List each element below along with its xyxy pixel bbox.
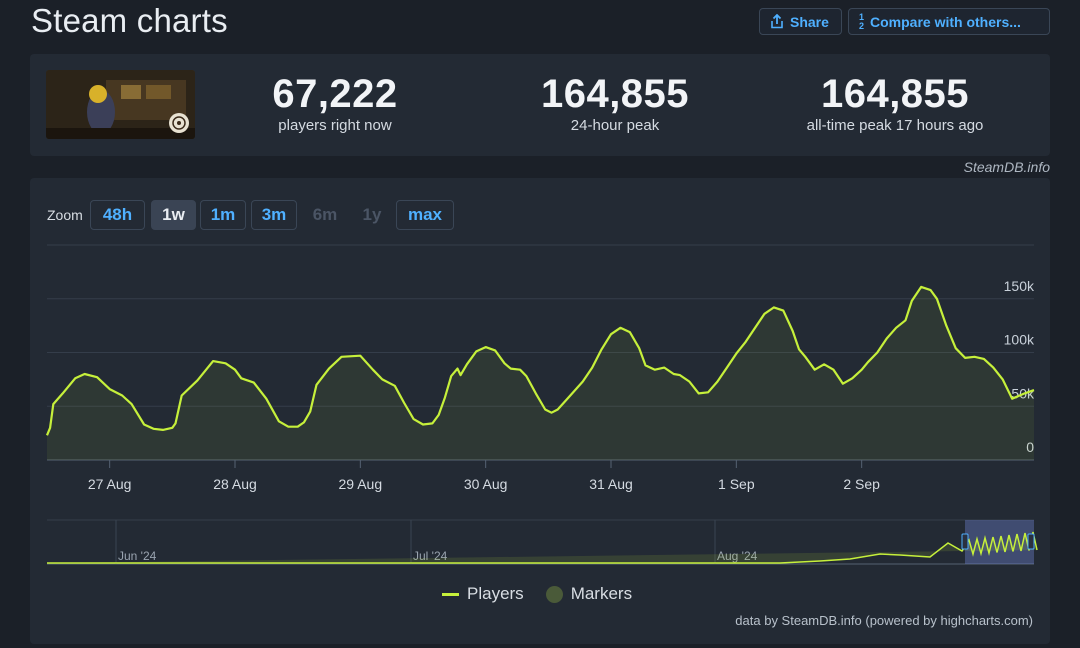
zoom-1w-button[interactable]: 1w bbox=[151, 200, 196, 230]
chart-legend: Players Markers bbox=[442, 584, 632, 604]
compare-label: Compare with others... bbox=[870, 13, 1021, 30]
stats-panel: 67,222 players right now 164,855 24-hour… bbox=[30, 54, 1050, 156]
current-players-value: 67,222 bbox=[272, 72, 398, 116]
chart-panel bbox=[30, 178, 1050, 644]
players-line-icon bbox=[442, 592, 459, 596]
page-title: Steam charts bbox=[31, 2, 228, 39]
zoom-1m-button[interactable]: 1m bbox=[200, 200, 246, 230]
legend-players[interactable]: Players bbox=[442, 584, 524, 604]
stat-24h-peak: 164,855 24-hour peak bbox=[495, 72, 735, 134]
zoom-label: Zoom bbox=[47, 207, 83, 223]
current-players-label: players right now bbox=[278, 117, 392, 134]
markers-dot-icon bbox=[545, 585, 563, 603]
zoom-max-button[interactable]: max bbox=[396, 200, 454, 230]
zoom-48h-button[interactable]: 48h bbox=[90, 200, 145, 230]
game-thumbnail[interactable] bbox=[46, 70, 195, 139]
share-button[interactable]: Share bbox=[759, 8, 842, 35]
steamdb-link[interactable]: SteamDB.info bbox=[963, 159, 1050, 175]
legend-markers-label: Markers bbox=[570, 584, 633, 603]
share-icon bbox=[770, 14, 784, 29]
peak-24h-label: 24-hour peak bbox=[570, 117, 660, 134]
zoom-3m-button[interactable]: 3m bbox=[251, 200, 297, 230]
peak-alltime-label: all-time peak 17 hours ago bbox=[806, 117, 984, 134]
legend-players-label: Players bbox=[467, 584, 524, 603]
zoom-1y-button: 1y bbox=[362, 205, 382, 224]
legend-markers[interactable]: Markers bbox=[545, 584, 633, 604]
peak-alltime-value: 164,855 bbox=[820, 72, 970, 116]
zoom-6m-button: 6m bbox=[312, 205, 338, 224]
chart-credits[interactable]: data by SteamDB.info (powered by highcha… bbox=[735, 613, 1033, 628]
stat-current: 67,222 players right now bbox=[215, 72, 455, 134]
peak-24h-value: 164,855 bbox=[540, 72, 690, 116]
stat-alltime-peak: 164,855 all-time peak 17 hours ago bbox=[775, 72, 1015, 134]
share-label: Share bbox=[790, 13, 829, 30]
